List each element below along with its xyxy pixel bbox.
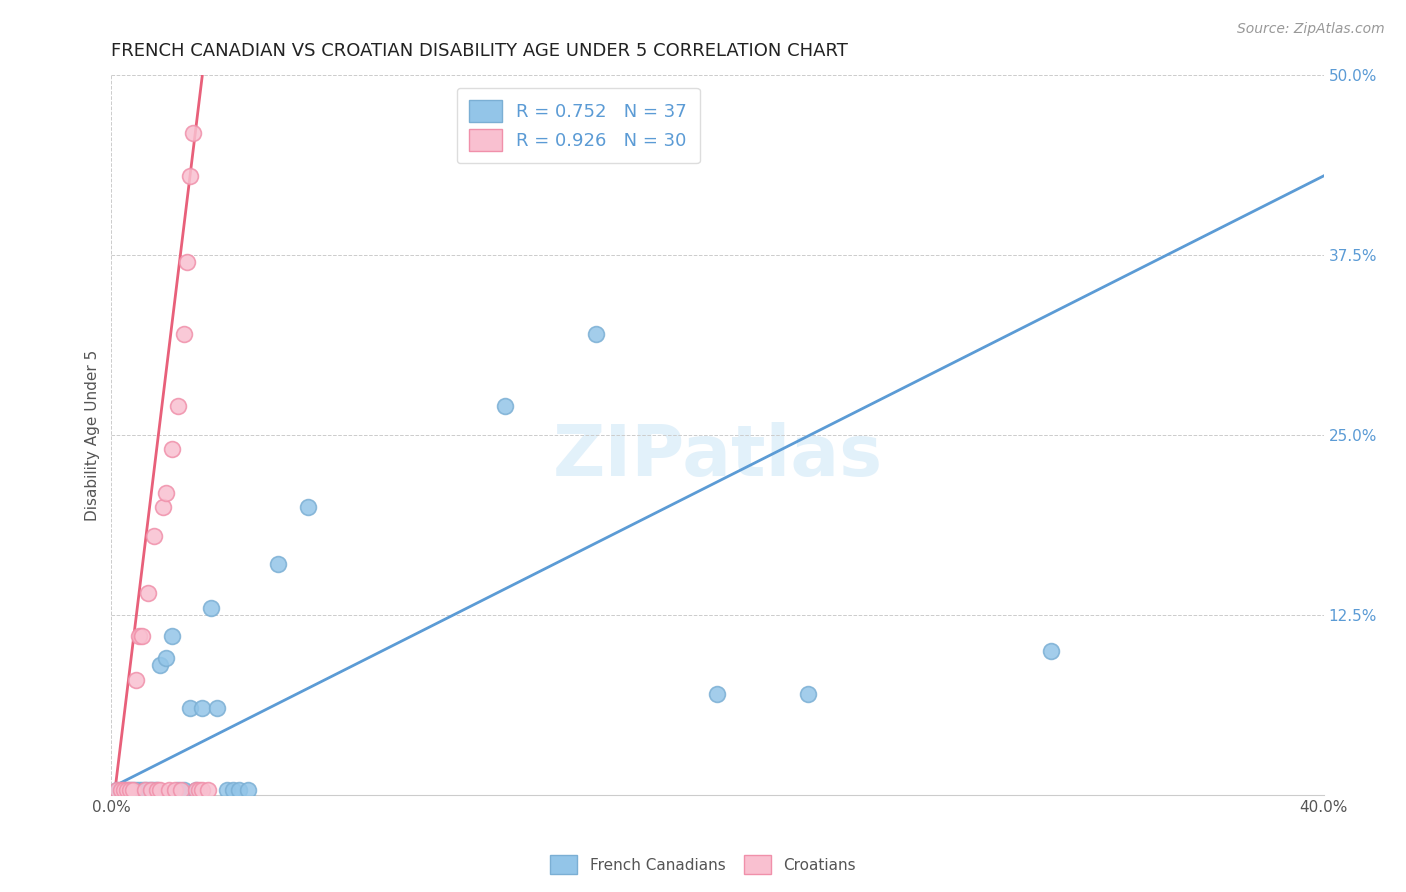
Point: [181, 126, 204, 140]
Point: [124, 783, 146, 797]
Point: [1251, 54, 1274, 68]
Point: [136, 783, 159, 797]
Point: [228, 783, 250, 797]
Point: [152, 500, 174, 514]
Point: [115, 783, 138, 797]
Point: [134, 783, 156, 797]
Point: [139, 783, 162, 797]
Point: [131, 783, 153, 797]
Point: [186, 783, 208, 797]
Y-axis label: Disability Age Under 5: Disability Age Under 5: [86, 350, 100, 521]
Point: [494, 399, 516, 413]
Point: [121, 783, 143, 797]
Point: [160, 442, 183, 457]
Point: [146, 783, 169, 797]
Point: [134, 783, 156, 797]
Point: [173, 783, 195, 797]
Point: [124, 673, 146, 687]
Point: [160, 629, 183, 643]
Point: [179, 169, 201, 183]
Point: [170, 783, 193, 797]
Point: [139, 783, 162, 797]
Point: [157, 783, 180, 797]
Point: [118, 783, 141, 797]
Text: FRENCH CANADIAN VS CROATIAN DISABILITY AGE UNDER 5 CORRELATION CHART: FRENCH CANADIAN VS CROATIAN DISABILITY A…: [111, 42, 848, 60]
Point: [188, 783, 211, 797]
Point: [112, 783, 135, 797]
Point: [112, 783, 135, 797]
Point: [207, 701, 229, 715]
Point: [706, 687, 728, 701]
Point: [585, 327, 607, 342]
Point: [167, 783, 190, 797]
Point: [1039, 644, 1062, 658]
Text: Source: ZipAtlas.com: Source: ZipAtlas.com: [1237, 22, 1385, 37]
Point: [115, 783, 138, 797]
Point: [236, 783, 259, 797]
Legend: French Canadians, Croatians: French Canadians, Croatians: [544, 849, 862, 880]
Point: [176, 255, 198, 269]
Point: [118, 783, 141, 797]
Point: [267, 558, 290, 572]
Point: [136, 586, 159, 600]
Point: [107, 783, 129, 797]
Point: [121, 783, 143, 797]
Point: [146, 783, 169, 797]
Point: [797, 687, 820, 701]
Point: [191, 783, 214, 797]
Point: [142, 783, 165, 797]
Point: [142, 529, 165, 543]
Point: [1101, 54, 1123, 68]
Text: ZIPatlas: ZIPatlas: [553, 422, 883, 491]
Point: [197, 783, 219, 797]
Point: [149, 783, 172, 797]
Point: [165, 783, 187, 797]
Point: [173, 327, 195, 342]
Point: [167, 399, 190, 413]
Point: [155, 651, 177, 665]
Point: [128, 629, 150, 643]
Point: [128, 783, 150, 797]
Point: [149, 658, 172, 673]
Point: [155, 485, 177, 500]
Point: [131, 629, 153, 643]
Point: [215, 783, 238, 797]
Point: [221, 783, 243, 797]
Point: [186, 783, 208, 797]
Point: [110, 783, 132, 797]
Point: [200, 600, 222, 615]
Point: [297, 500, 319, 514]
Point: [191, 701, 214, 715]
Point: [110, 783, 132, 797]
Point: [107, 783, 129, 797]
Point: [179, 701, 201, 715]
Legend: R = 0.752   N = 37, R = 0.926   N = 30: R = 0.752 N = 37, R = 0.926 N = 30: [457, 87, 700, 163]
